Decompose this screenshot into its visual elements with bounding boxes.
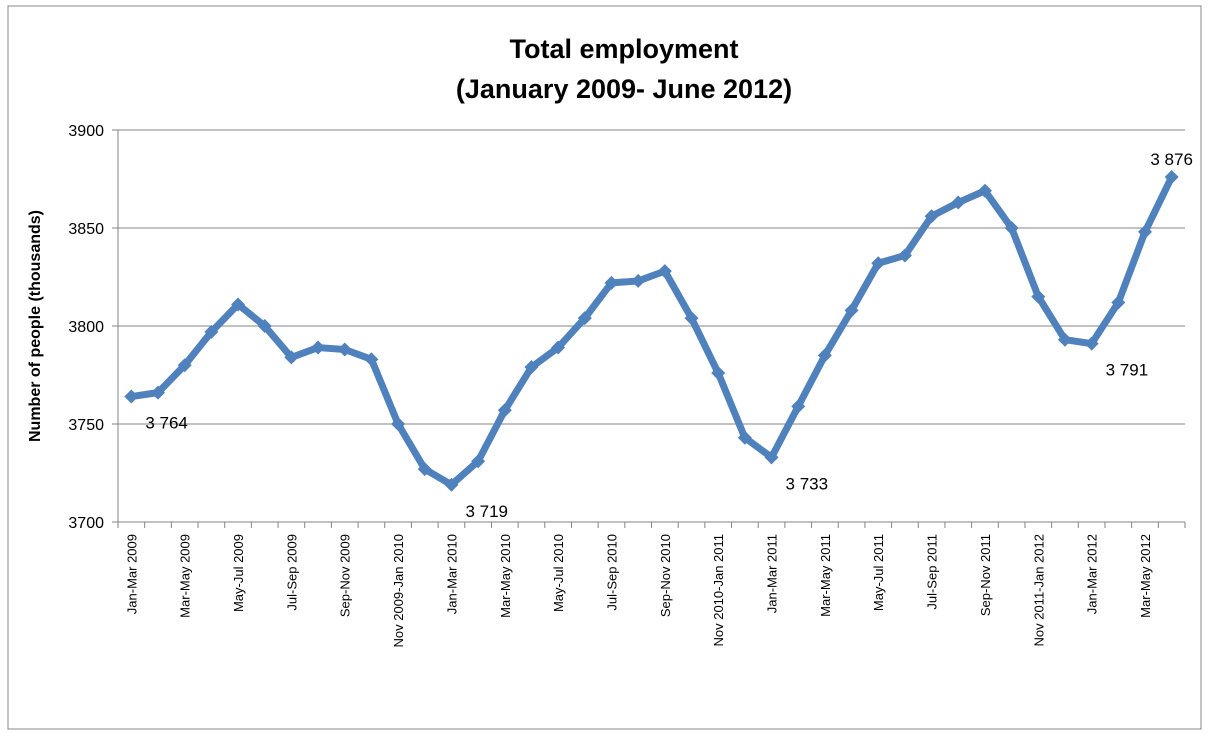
marker xyxy=(337,342,352,357)
marker xyxy=(1084,336,1099,351)
x-tick-label: Sep-Nov 2009 xyxy=(338,534,353,617)
marker xyxy=(551,340,566,355)
y-tick-label: 3800 xyxy=(68,319,104,336)
marker xyxy=(497,403,512,418)
marker xyxy=(364,352,379,367)
line xyxy=(130,175,1175,489)
x-tick-label: May-Jul 2011 xyxy=(871,534,886,611)
marker xyxy=(417,462,432,477)
marker xyxy=(1111,295,1126,310)
marker xyxy=(844,303,859,318)
x-tick-label: Jan-Mar 2012 xyxy=(1085,534,1100,614)
marker xyxy=(524,360,539,375)
marker xyxy=(1004,221,1019,235)
data-label: 3 719 xyxy=(465,502,508,521)
chart-title: Total employment xyxy=(509,34,738,64)
x-tick-label: Sep-Nov 2010 xyxy=(658,534,673,617)
marker xyxy=(1137,224,1152,239)
x-tick-label: Jul-Sep 2009 xyxy=(284,534,299,611)
marker xyxy=(764,450,779,465)
marker xyxy=(924,209,939,224)
marker xyxy=(604,275,619,290)
y-tick-label: 3900 xyxy=(68,123,104,140)
x-tick-label: Nov 2009-Jan 2010 xyxy=(391,534,406,647)
x-tick-label: Nov 2010-Jan 2011 xyxy=(711,534,726,647)
x-tick-label: Mar-May 2011 xyxy=(818,534,833,617)
marker xyxy=(737,430,752,445)
marker xyxy=(1031,289,1046,304)
marker xyxy=(711,366,726,381)
marker xyxy=(311,340,326,355)
x-tick-label: Jan-Mar 2011 xyxy=(765,534,780,613)
marker xyxy=(871,256,886,271)
chart-border xyxy=(7,5,1202,730)
y-axis-label: Number of people (thousands) xyxy=(27,210,44,442)
x-tick-label: Jul-Sep 2010 xyxy=(604,534,619,611)
marker xyxy=(657,264,672,279)
marker xyxy=(284,350,299,365)
x-tick-label: Mar-May 2009 xyxy=(178,534,193,618)
x-tick-label: May-Jul 2010 xyxy=(551,534,566,612)
chart-subtitle: (January 2009- June 2012) xyxy=(456,74,792,104)
marker xyxy=(231,297,246,312)
marker xyxy=(124,389,139,404)
marker xyxy=(977,183,992,198)
marker xyxy=(684,311,699,326)
x-tick-label: Jan-Mar 2010 xyxy=(444,534,459,614)
x-tick-label: Mar-May 2012 xyxy=(1138,534,1153,618)
marker xyxy=(631,273,646,288)
marker xyxy=(257,319,272,333)
x-tick-label: Jan-Mar 2009 xyxy=(124,534,139,614)
data-label: 3 791 xyxy=(1106,361,1149,380)
marker xyxy=(471,454,486,469)
data-label: 3 764 xyxy=(145,414,188,433)
marker xyxy=(791,399,806,414)
data-label: 3 733 xyxy=(786,474,829,493)
marker xyxy=(951,195,966,210)
marker xyxy=(897,248,912,263)
marker xyxy=(817,348,832,363)
y-tick-label: 3700 xyxy=(68,515,104,532)
x-tick-label: May-Jul 2009 xyxy=(231,534,246,612)
x-tick-label: Sep-Nov 2011 xyxy=(978,534,993,616)
x-tick-label: Jul-Sep 2011 xyxy=(925,534,940,610)
y-tick-label: 3750 xyxy=(68,417,104,434)
marker xyxy=(1057,332,1072,347)
marker xyxy=(151,385,166,400)
marker xyxy=(577,311,592,326)
x-tick-label: Nov 2011-Jan 2012 xyxy=(1031,534,1046,647)
marker xyxy=(177,358,192,373)
y-tick-label: 3850 xyxy=(68,221,104,238)
data-label: 3 876 xyxy=(1150,150,1193,169)
marker xyxy=(204,324,219,339)
x-tick-label: Mar-May 2010 xyxy=(498,534,513,618)
marker xyxy=(1164,170,1179,185)
marker xyxy=(391,417,406,431)
marker xyxy=(444,477,459,492)
